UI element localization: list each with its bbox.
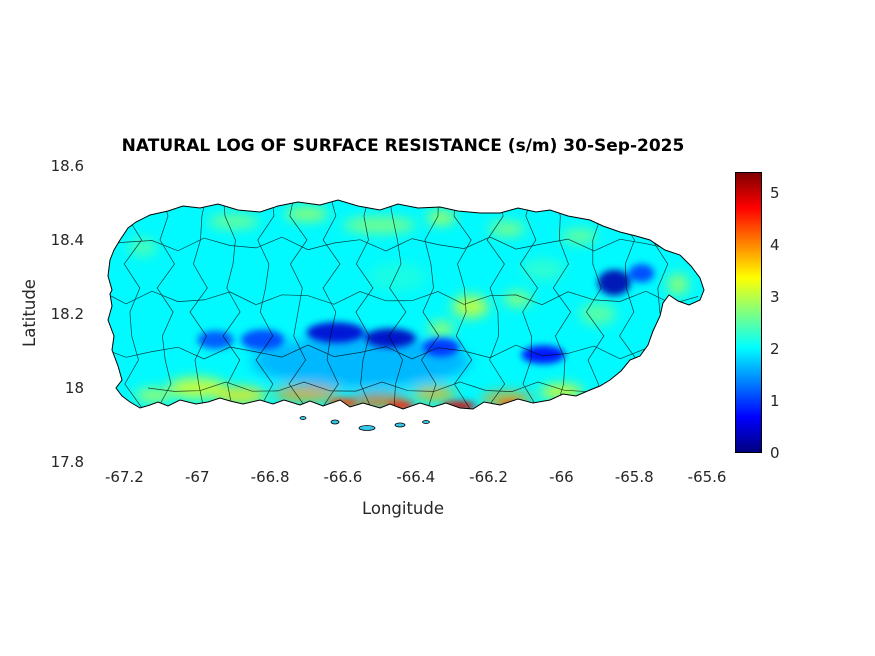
x-tick-label: -66.8 [250, 468, 290, 486]
colorbar-tick-label: 1 [770, 391, 780, 410]
heat-layer-core [197, 264, 655, 409]
x-tick-label: -65.8 [614, 468, 654, 486]
colorbar-tick-label: 3 [770, 287, 780, 306]
x-tick-label: -67.2 [105, 468, 144, 486]
x-tick-label: -66.2 [469, 468, 508, 486]
y-tick-label: 18 [64, 378, 84, 397]
colorbar-tick-label: 4 [770, 235, 780, 254]
plot-area [88, 166, 718, 462]
y-tick-label: 18.4 [50, 230, 84, 249]
x-tick-label: -67 [184, 468, 210, 486]
y-tick-label: 18.2 [50, 304, 84, 323]
y-tick-label: 18.6 [50, 156, 84, 175]
offshore-islets [299, 416, 430, 431]
colorbar-tick-label: 5 [770, 183, 780, 202]
chart-title: NATURAL LOG OF SURFACE RESISTANCE (s/m) … [121, 136, 685, 156]
puerto-rico-heatmap [107, 199, 705, 431]
x-tick-label: -66 [549, 468, 574, 486]
y-tick-label: 17.8 [50, 452, 84, 471]
x-tick-label: -66.6 [323, 468, 363, 486]
colorbar-tick-label: 0 [770, 444, 780, 462]
x-axis-label: Longitude [361, 499, 445, 518]
island-fill [108, 200, 704, 409]
colorbar-tick-label: 2 [770, 339, 780, 358]
colorbar-gradient [736, 173, 761, 452]
coastline [107, 199, 705, 410]
x-tick-label: -65.6 [687, 468, 727, 486]
colorbar [735, 172, 762, 453]
x-tick-label: -66.4 [396, 468, 436, 486]
